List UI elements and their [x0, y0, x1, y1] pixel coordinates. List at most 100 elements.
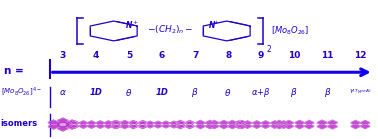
Text: $\theta$: $\theta$: [125, 87, 133, 98]
Polygon shape: [113, 124, 122, 128]
Polygon shape: [253, 124, 261, 128]
Polygon shape: [178, 124, 186, 128]
Polygon shape: [79, 124, 88, 128]
Text: 10: 10: [288, 51, 301, 60]
Text: 1D: 1D: [156, 88, 169, 97]
Polygon shape: [209, 121, 219, 125]
Text: +: +: [133, 20, 138, 25]
Polygon shape: [351, 121, 360, 125]
Text: $[Mo_8O_{26}]$: $[Mo_8O_{26}]$: [271, 24, 310, 37]
Polygon shape: [196, 124, 205, 129]
Text: $\theta$: $\theta$: [225, 87, 232, 98]
Polygon shape: [120, 124, 129, 129]
Circle shape: [60, 124, 66, 126]
Polygon shape: [284, 121, 294, 125]
Text: $-(CH_2)_n-$: $-(CH_2)_n-$: [147, 24, 194, 36]
Polygon shape: [219, 124, 229, 129]
Polygon shape: [243, 124, 252, 128]
Polygon shape: [228, 124, 237, 129]
Polygon shape: [138, 121, 147, 125]
Polygon shape: [146, 121, 154, 125]
Polygon shape: [274, 124, 284, 129]
Polygon shape: [185, 124, 194, 129]
Polygon shape: [48, 120, 59, 125]
Polygon shape: [104, 124, 113, 128]
Polygon shape: [205, 121, 215, 125]
Polygon shape: [110, 121, 120, 125]
Circle shape: [57, 122, 68, 127]
Polygon shape: [271, 124, 279, 128]
Polygon shape: [295, 124, 304, 129]
Text: 1D: 1D: [90, 88, 102, 97]
Polygon shape: [317, 120, 327, 125]
Text: 7: 7: [192, 51, 198, 60]
Polygon shape: [57, 126, 68, 131]
Text: $\beta$: $\beta$: [191, 86, 199, 99]
Polygon shape: [96, 124, 105, 128]
Polygon shape: [79, 121, 88, 125]
Polygon shape: [237, 124, 247, 129]
Text: isomers: isomers: [1, 119, 38, 128]
Polygon shape: [284, 124, 294, 129]
Polygon shape: [175, 124, 185, 129]
Polygon shape: [138, 124, 146, 128]
Polygon shape: [209, 124, 219, 129]
Text: N: N: [209, 21, 215, 29]
Polygon shape: [327, 120, 338, 125]
Polygon shape: [113, 121, 122, 125]
Text: 6: 6: [159, 51, 165, 60]
Polygon shape: [237, 121, 247, 125]
Polygon shape: [304, 124, 314, 129]
Text: 3: 3: [60, 51, 66, 60]
Polygon shape: [130, 121, 138, 125]
Polygon shape: [48, 124, 59, 129]
Polygon shape: [57, 118, 68, 123]
Text: +: +: [214, 20, 219, 25]
Text: $\alpha$: $\alpha$: [59, 88, 67, 97]
Polygon shape: [154, 124, 162, 128]
Polygon shape: [130, 124, 138, 128]
Polygon shape: [67, 120, 77, 125]
Polygon shape: [170, 121, 178, 125]
Text: $\alpha$+$\beta$: $\alpha$+$\beta$: [251, 86, 271, 99]
Polygon shape: [351, 124, 360, 129]
Polygon shape: [70, 124, 79, 128]
Polygon shape: [196, 121, 205, 125]
Polygon shape: [96, 121, 105, 125]
Text: 4: 4: [93, 51, 99, 60]
Polygon shape: [253, 121, 261, 125]
Polygon shape: [146, 124, 154, 128]
Polygon shape: [261, 124, 270, 128]
Polygon shape: [271, 121, 279, 125]
Polygon shape: [154, 121, 162, 125]
Text: 5: 5: [126, 51, 132, 60]
Polygon shape: [70, 121, 79, 125]
Polygon shape: [104, 121, 113, 125]
Text: $[Mo_8O_{26}]^{4-}$: $[Mo_8O_{26}]^{4-}$: [1, 85, 42, 98]
Polygon shape: [162, 124, 170, 128]
Polygon shape: [274, 121, 284, 125]
Polygon shape: [162, 121, 170, 125]
Polygon shape: [279, 121, 288, 125]
Text: 8: 8: [225, 51, 231, 60]
Polygon shape: [234, 124, 243, 128]
Text: 9: 9: [258, 51, 264, 60]
Polygon shape: [205, 124, 215, 129]
Text: $\gamma_{(Type\,A)}$: $\gamma_{(Type\,A)}$: [349, 88, 372, 97]
Polygon shape: [360, 124, 370, 129]
Polygon shape: [317, 124, 327, 129]
Polygon shape: [295, 121, 304, 125]
Polygon shape: [138, 124, 147, 129]
Polygon shape: [219, 121, 229, 125]
Text: 2: 2: [266, 45, 271, 54]
Text: 12: 12: [354, 51, 367, 60]
Polygon shape: [360, 121, 370, 125]
Polygon shape: [185, 121, 194, 125]
Polygon shape: [87, 121, 96, 125]
Text: n =: n =: [5, 66, 24, 76]
Polygon shape: [243, 121, 252, 125]
Polygon shape: [186, 121, 194, 125]
Polygon shape: [234, 121, 243, 125]
Polygon shape: [279, 124, 288, 128]
Polygon shape: [228, 121, 237, 125]
